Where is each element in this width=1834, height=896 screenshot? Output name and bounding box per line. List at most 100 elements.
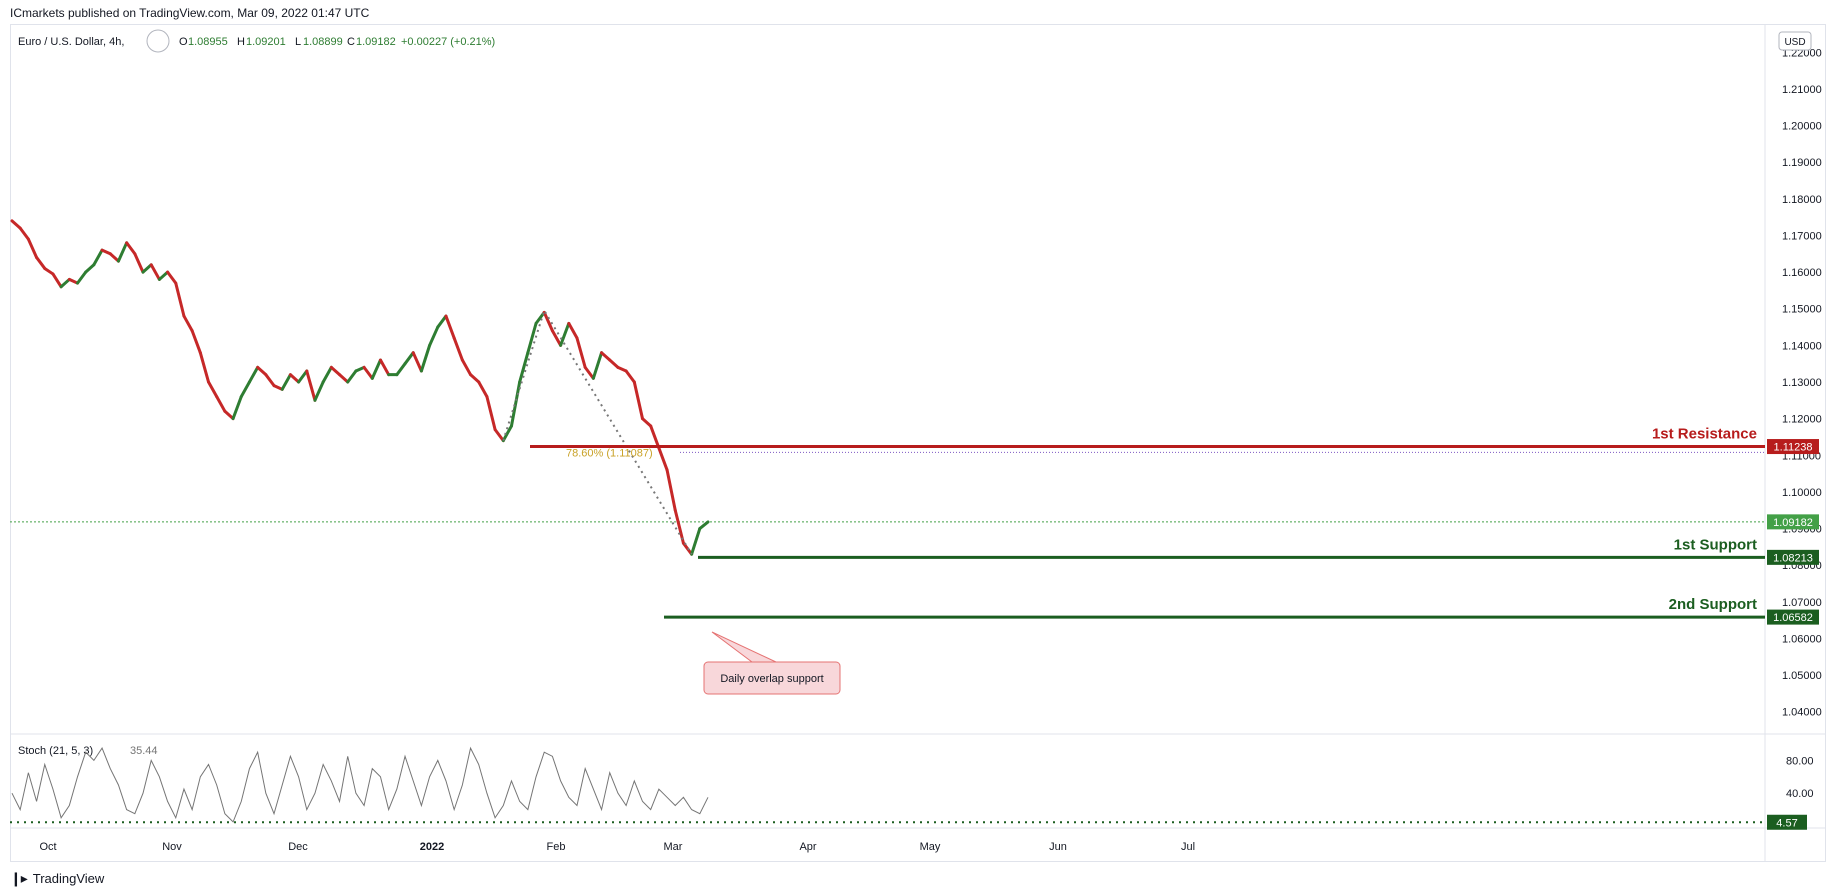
price-segment bbox=[370, 358, 382, 380]
price-segment bbox=[256, 365, 268, 377]
price-segment bbox=[436, 314, 448, 329]
price-tick-label: 1.20000 bbox=[1782, 121, 1822, 133]
time-tick-label: Nov bbox=[162, 841, 182, 853]
price-segment bbox=[469, 373, 481, 384]
time-tick-label: Oct bbox=[39, 841, 56, 853]
stoch-series bbox=[11, 746, 709, 823]
price-segment bbox=[297, 369, 309, 384]
price-segment bbox=[411, 351, 423, 373]
support-2-badge: 1.06582 bbox=[1767, 609, 1819, 625]
price-segment bbox=[509, 380, 522, 428]
price-segment bbox=[526, 321, 538, 355]
price-segment bbox=[460, 358, 473, 377]
change-value: +0.00227 (+0.21%) bbox=[401, 36, 495, 48]
open-label: O bbox=[179, 36, 188, 48]
time-axis[interactable]: Oct Nov Dec 2022 Feb Mar Apr May Jun Jul bbox=[39, 841, 1195, 853]
chart-frame[interactable] bbox=[10, 24, 1826, 862]
price-segment bbox=[133, 252, 145, 274]
price-segment bbox=[608, 358, 620, 369]
svg-text:4.57: 4.57 bbox=[1776, 817, 1797, 829]
price-segment bbox=[428, 325, 440, 347]
price-segment bbox=[452, 336, 464, 362]
price-segment bbox=[649, 424, 661, 450]
svg-text:1.09182: 1.09182 bbox=[1773, 517, 1813, 529]
price-tick-label: 1.14000 bbox=[1782, 340, 1822, 352]
price-segment bbox=[215, 395, 227, 413]
footer-brand: ❙▸ TradingView bbox=[10, 870, 104, 887]
price-segment bbox=[108, 252, 120, 263]
last-price-badge: 1.09182 bbox=[1767, 514, 1819, 530]
stoch-axis: 80.00 40.00 bbox=[1786, 755, 1814, 800]
price-segment bbox=[485, 395, 497, 432]
price-segment bbox=[18, 226, 30, 241]
time-tick-label: Apr bbox=[799, 841, 816, 853]
price-tick-label: 1.17000 bbox=[1782, 230, 1822, 242]
price-segment bbox=[116, 241, 129, 263]
price-segment bbox=[321, 365, 333, 384]
price-series bbox=[10, 219, 710, 556]
legend-toggle-icon[interactable] bbox=[146, 29, 170, 53]
symbol-legend[interactable]: Euro / U.S. Dollar, 4h, O 1.08955 H 1.09… bbox=[18, 29, 495, 53]
price-segment bbox=[59, 277, 71, 289]
time-tick-label: 2022 bbox=[420, 841, 444, 853]
fib-label: 78.60% (1.11087) bbox=[566, 447, 653, 459]
price-segment bbox=[313, 380, 325, 402]
price-segment bbox=[542, 310, 554, 333]
price-segment bbox=[149, 263, 161, 281]
fib-retracement-path bbox=[502, 308, 693, 555]
price-segment bbox=[698, 520, 710, 531]
symbol-name: Euro / U.S. Dollar, 4h, bbox=[18, 36, 124, 48]
price-segment bbox=[125, 241, 137, 256]
price-tick-label: 1.12000 bbox=[1782, 414, 1822, 426]
footer-brand-name: TradingView bbox=[32, 871, 105, 886]
price-segment bbox=[239, 380, 251, 399]
price-segment bbox=[26, 237, 39, 259]
price-segment bbox=[575, 336, 587, 369]
price-tick-label: 1.04000 bbox=[1782, 707, 1822, 719]
price-segment bbox=[403, 351, 415, 366]
stoch-tick-label: 80.00 bbox=[1786, 755, 1814, 767]
price-segment bbox=[395, 362, 407, 377]
price-segment bbox=[76, 270, 88, 285]
price-segment bbox=[182, 314, 194, 333]
price-segment bbox=[518, 351, 530, 384]
price-segment bbox=[600, 351, 612, 362]
time-tick-label: Mar bbox=[664, 841, 683, 853]
price-segment bbox=[493, 428, 505, 443]
stoch-tick-label: 40.00 bbox=[1786, 788, 1814, 800]
stoch-title: Stoch (21, 5, 3) bbox=[18, 745, 93, 757]
price-tick-label: 1.16000 bbox=[1782, 267, 1822, 279]
price-segment bbox=[591, 351, 604, 380]
price-segment bbox=[231, 395, 243, 421]
support-1-badge: 1.08213 bbox=[1767, 549, 1819, 565]
support-2-label: 2nd Support bbox=[1669, 596, 1757, 613]
price-segment bbox=[329, 365, 342, 377]
price-segment bbox=[92, 248, 104, 267]
callout-daily-overlap[interactable]: Daily overlap support bbox=[703, 631, 841, 695]
price-segment bbox=[690, 527, 702, 556]
svg-text:1.06582: 1.06582 bbox=[1773, 612, 1813, 624]
low-value: 1.08899 bbox=[303, 36, 343, 48]
support-1-label: 1st Support bbox=[1674, 536, 1757, 553]
price-tick-label: 1.05000 bbox=[1782, 670, 1822, 682]
price-tick-label: 1.19000 bbox=[1782, 157, 1822, 169]
price-tick-label: 1.13000 bbox=[1782, 377, 1822, 389]
price-segment bbox=[419, 343, 432, 373]
price-segment bbox=[378, 358, 391, 377]
price-segment bbox=[43, 266, 55, 276]
price-segment bbox=[501, 424, 513, 443]
tradingview-logo-icon: ❙▸ bbox=[10, 870, 28, 886]
price-segment bbox=[157, 270, 170, 281]
price-segment bbox=[657, 446, 669, 472]
stoch-level-badge: 4.57 bbox=[1767, 814, 1807, 830]
price-segment bbox=[624, 369, 636, 384]
price-segment bbox=[288, 373, 301, 384]
currency-button[interactable]: USD bbox=[1778, 31, 1812, 51]
price-tick-label: 1.10000 bbox=[1782, 487, 1822, 499]
svg-text:1.08213: 1.08213 bbox=[1773, 552, 1813, 564]
price-segment bbox=[583, 365, 595, 380]
stoch-value: 35.44 bbox=[130, 745, 158, 757]
time-tick-label: May bbox=[920, 841, 941, 853]
price-segment bbox=[665, 468, 677, 512]
